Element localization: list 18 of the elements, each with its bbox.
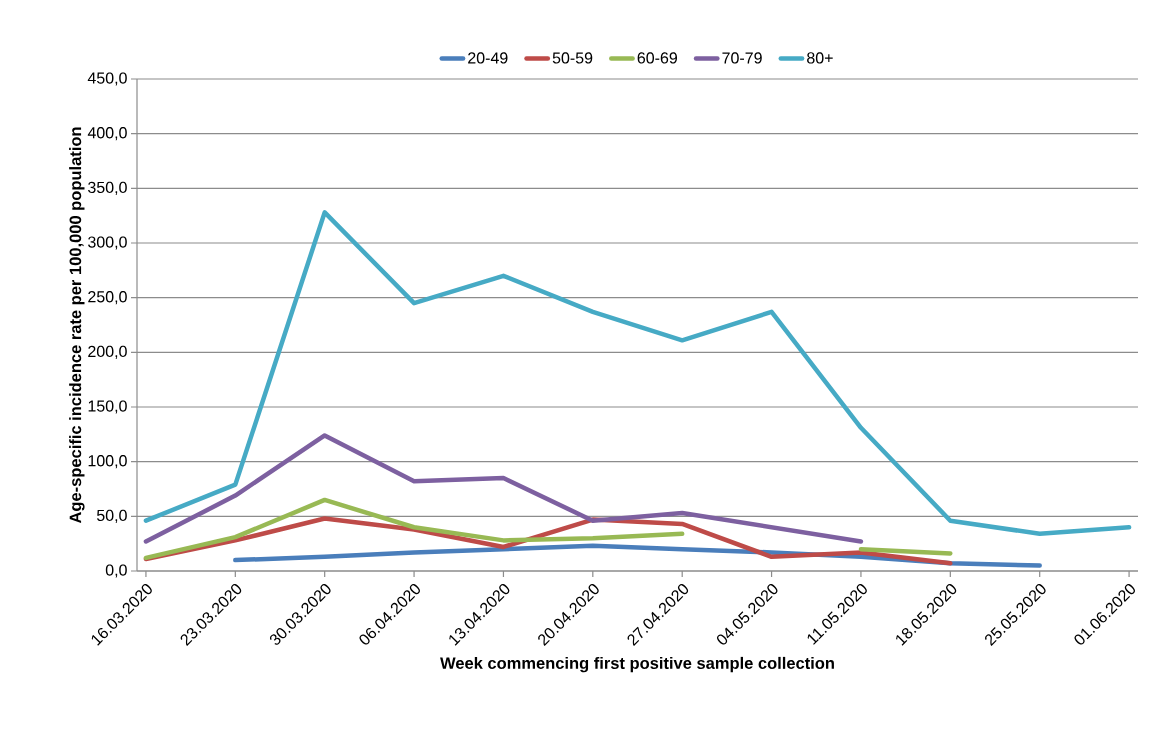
y-tick-label: 100,0 <box>88 455 127 469</box>
y-tick-label: 50,0 <box>96 509 127 523</box>
legend-label: 20-49 <box>468 52 508 64</box>
y-tick-label: 200,0 <box>88 345 127 359</box>
y-tick-label: 300,0 <box>88 236 127 250</box>
x-axis-title: Week commencing first positive sample collection <box>440 656 834 673</box>
y-tick-label: 400,0 <box>87 127 127 141</box>
y-tick-label: 250,0 <box>88 291 127 305</box>
legend-label: 80+ <box>807 52 833 64</box>
legend-label: 50-59 <box>552 52 593 64</box>
y-tick-label: 450,0 <box>87 72 127 86</box>
y-axis-title: Age-specific incidence rate per 100,000 population <box>69 127 85 524</box>
y-tick-label: 350,0 <box>88 181 127 195</box>
line-series <box>143 210 1132 537</box>
y-tick-label: 150,0 <box>88 400 127 414</box>
legend-label: 70-79 <box>722 52 762 64</box>
legend-label: 60-69 <box>637 52 678 64</box>
y-tick-label: 0,0 <box>105 564 127 578</box>
